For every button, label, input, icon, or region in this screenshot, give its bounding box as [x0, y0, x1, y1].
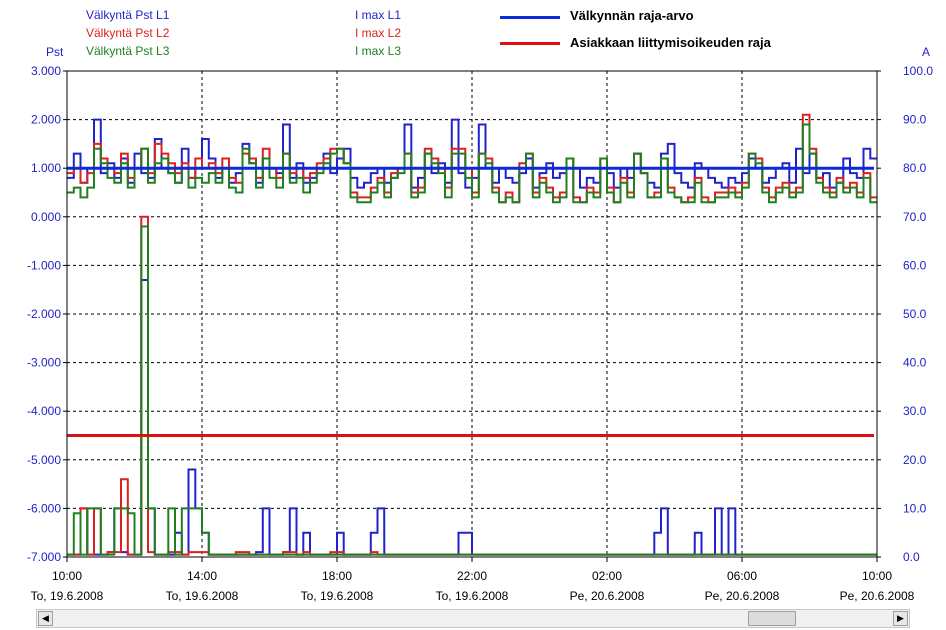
- left-tick-label: -1.000: [27, 258, 61, 272]
- left-tick-label: -2.000: [27, 307, 61, 321]
- x-tick-time: 06:00: [727, 569, 757, 583]
- legend-imax-l2: I max L2: [355, 26, 402, 40]
- series-layer: [67, 113, 877, 556]
- x-tick-date: Pe, 20.6.2008: [840, 589, 915, 603]
- left-axis-ticks: 3.000 2.000 1.000 0.000 -1.000 -2.000 -3.000 -4…: [27, 64, 67, 564]
- left-tick-label: -4.000: [27, 404, 61, 418]
- left-tick-label: -5.000: [27, 453, 61, 467]
- left-tick-label: 3.000: [31, 64, 61, 78]
- right-axis-unit: A: [922, 45, 931, 59]
- scroll-right-button[interactable]: ▶: [893, 611, 908, 626]
- x-tick-time: 10:00: [862, 569, 892, 583]
- legend-limit: Välkynnän raja-arvo: [570, 8, 694, 23]
- right-tick-label: 80.0: [903, 161, 927, 175]
- right-tick-label: 60.0: [903, 258, 927, 272]
- chart-canvas: 3.000 2.000 1.000 0.000 -1.000 -2.000 -3.000 -4…: [27, 64, 933, 603]
- right-tick-label: 90.0: [903, 113, 927, 127]
- series-v-lkynt-pst-l2: [67, 113, 877, 204]
- right-tick-label: 40.0: [903, 356, 927, 370]
- x-tick-date: To, 19.6.2008: [166, 589, 239, 603]
- right-tick-label: 10.0: [903, 501, 927, 515]
- x-tick-date: To, 19.6.2008: [301, 589, 374, 603]
- x-tick-date: Pe, 20.6.2008: [705, 589, 780, 603]
- x-tick-date: To, 19.6.2008: [436, 589, 509, 603]
- series-i-max-l1: [67, 279, 877, 556]
- x-tick-date: Pe, 20.6.2008: [570, 589, 645, 603]
- legend-pst-l2: Välkyntä Pst L2: [86, 26, 170, 40]
- legend-customer-limit: Asiakkaan liittymisoikeuden raja: [570, 35, 771, 50]
- series-v-lkynt-pst-l3: [67, 123, 877, 204]
- right-axis-ticks: 100.0 90.0 80.0 70.0 60.0 50.0 40.0 30.0 20.0 10.…: [877, 64, 933, 564]
- series-i-max-l3: [67, 225, 877, 556]
- right-tick-label: 20.0: [903, 453, 927, 467]
- x-tick-time: 02:00: [592, 569, 622, 583]
- legend-limit-swatch: [500, 16, 560, 19]
- x-tick-time: 14:00: [187, 569, 217, 583]
- scrollbar-thumb[interactable]: [748, 611, 796, 626]
- right-tick-label: 0.0: [903, 550, 920, 564]
- scroll-left-button[interactable]: ◀: [38, 611, 53, 626]
- right-tick-label: 100.0: [903, 64, 933, 78]
- right-tick-label: 70.0: [903, 210, 927, 224]
- horizontal-scrollbar[interactable]: ◀ ▶: [36, 609, 910, 628]
- x-tick-time: 10:00: [52, 569, 82, 583]
- legend-imax-l3: I max L3: [355, 44, 402, 58]
- legend-pst-l3: Välkyntä Pst L3: [86, 44, 170, 58]
- legend-customer-limit-swatch: [500, 42, 560, 45]
- left-tick-label: 0.000: [31, 210, 61, 224]
- left-tick-label: 2.000: [31, 113, 61, 127]
- arrow-left-icon: ◀: [42, 613, 49, 623]
- left-tick-label: -7.000: [27, 550, 61, 564]
- x-axis-ticks: 10:00 To, 19.6.2008 14:00 To, 19.6.2008 18:0…: [31, 557, 915, 603]
- left-axis-unit: Pst: [46, 45, 64, 59]
- legend-imax-l1: I max L1: [355, 8, 402, 22]
- left-tick-label: -6.000: [27, 501, 61, 515]
- x-tick-time: 22:00: [457, 569, 487, 583]
- legend-pst-l1: Välkyntä Pst L1: [86, 8, 170, 22]
- x-tick-time: 18:00: [322, 569, 352, 583]
- arrow-right-icon: ▶: [897, 613, 904, 623]
- right-tick-label: 50.0: [903, 307, 927, 321]
- reference-lines: [67, 166, 874, 437]
- right-tick-label: 30.0: [903, 404, 927, 418]
- x-tick-date: To, 19.6.2008: [31, 589, 104, 603]
- left-tick-label: -3.000: [27, 356, 61, 370]
- left-tick-label: 1.000: [31, 161, 61, 175]
